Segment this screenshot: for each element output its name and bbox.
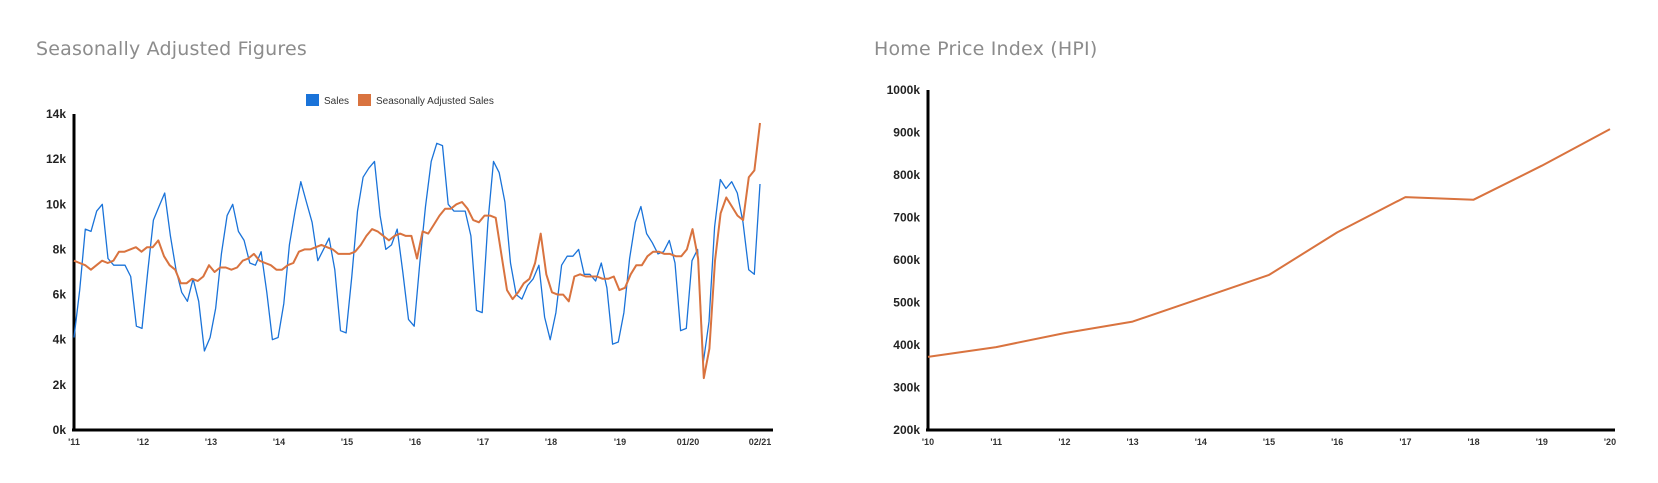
x-tick-label: '15 (1263, 437, 1275, 447)
x-tick-label: '10 (922, 437, 934, 447)
y-tick-label: 200k (893, 423, 920, 437)
x-tick-label: '15 (341, 437, 353, 447)
y-tick-label: 10k (46, 197, 66, 211)
x-tick-label: '11 (68, 437, 80, 447)
x-tick-label: '13 (1127, 437, 1139, 447)
x-tick-label: '12 (137, 437, 149, 447)
x-tick-label: '18 (545, 437, 557, 447)
x-tick-label: '17 (1399, 437, 1411, 447)
x-tick-label: '19 (614, 437, 626, 447)
y-tick-label: 8k (53, 242, 67, 256)
y-tick-label: 1000k (887, 83, 921, 97)
chart-title-hpi: Home Price Index (HPI) (874, 38, 1098, 60)
y-tick-label: 2k (53, 378, 67, 392)
x-tick-label: '20 (1604, 437, 1616, 447)
legend-swatch-seasonally-adjusted-sales (358, 94, 371, 106)
y-tick-label: 600k (893, 253, 920, 267)
x-tick-label: 01/20 (677, 437, 700, 447)
x-tick-label: '13 (205, 437, 217, 447)
x-tick-label: '12 (1058, 437, 1070, 447)
x-tick-label: 02/21 (749, 437, 772, 447)
x-tick-label: '16 (409, 437, 421, 447)
x-tick-label: '17 (477, 437, 489, 447)
x-tick-label: '19 (1536, 437, 1548, 447)
y-tick-label: 12k (46, 152, 66, 166)
series-line-hpi (927, 128, 1611, 358)
x-tick-label: '14 (1195, 437, 1207, 447)
y-tick-label: 400k (893, 338, 920, 352)
y-tick-label: 14k (46, 107, 66, 121)
y-tick-label: 800k (893, 168, 920, 182)
series-line-sales (73, 142, 761, 363)
y-tick-label: 700k (893, 211, 920, 225)
y-tick-label: 4k (53, 333, 67, 347)
y-tick-label: 500k (893, 296, 920, 310)
y-tick-label: 6k (53, 288, 67, 302)
chart-title-seasonally-adjusted: Seasonally Adjusted Figures (36, 38, 307, 60)
x-tick-label: '18 (1468, 437, 1480, 447)
series-line-seasonally-adjusted-sales (73, 122, 761, 380)
x-tick-label: '11 (990, 437, 1002, 447)
y-tick-label: 0k (53, 423, 67, 437)
y-tick-label: 300k (893, 381, 920, 395)
legend-label-sales: Sales (324, 96, 349, 107)
legend-label-seasonally-adjusted-sales: Seasonally Adjusted Sales (376, 96, 494, 107)
x-tick-label: '14 (273, 437, 285, 447)
y-tick-label: 900k (893, 126, 920, 140)
x-tick-label: '16 (1331, 437, 1343, 447)
legend-swatch-sales (306, 94, 319, 106)
